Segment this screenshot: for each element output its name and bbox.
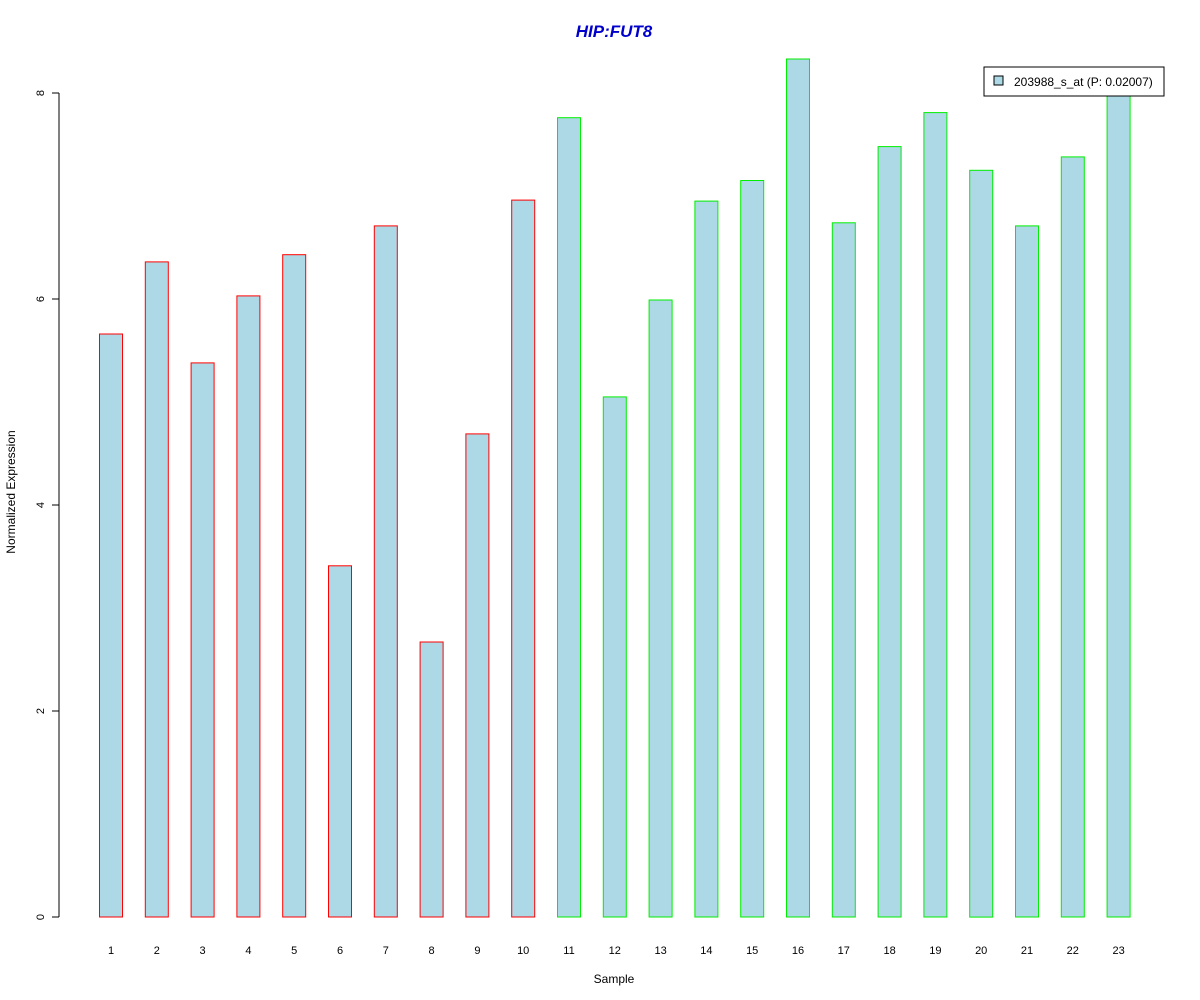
y-tick-label: 4: [35, 502, 47, 508]
legend-box: [983, 66, 1165, 97]
x-tick-label: 8: [429, 945, 435, 957]
y-axis: 0 2 4 6 8: [35, 90, 60, 920]
bar: [328, 565, 352, 918]
x-tick-label: 1: [108, 945, 114, 957]
x-tick-label: 21: [1021, 945, 1033, 957]
bar: [99, 333, 123, 918]
bar: [465, 433, 490, 918]
x-tick-label: 22: [1067, 945, 1079, 957]
x-tick-label: 10: [517, 945, 529, 957]
bar: [557, 117, 581, 918]
bar: [144, 261, 169, 918]
x-tick-label: 14: [700, 945, 712, 957]
x-tick-label: 17: [838, 945, 850, 957]
x-tick-label: 15: [746, 945, 758, 957]
bar: [648, 299, 673, 918]
bar: [923, 112, 948, 918]
bar: [969, 169, 994, 918]
x-tick-label: 11: [563, 945, 574, 957]
x-axis-label: Sample: [594, 972, 635, 986]
x-tick-label: 19: [929, 945, 941, 957]
x-tick-label: 13: [654, 945, 666, 957]
x-tick-label: 16: [792, 945, 804, 957]
bar: [602, 396, 627, 918]
legend-label: 203988_s_at (P: 0.02007): [1014, 75, 1153, 89]
bar: [236, 295, 261, 918]
x-tick-label: 7: [383, 945, 389, 957]
bar: [831, 222, 856, 918]
legend: 203988_s_at (P: 0.02007): [983, 66, 1165, 97]
bar: [190, 362, 215, 918]
y-axis-label: Normalized Expression: [4, 430, 18, 553]
y-tick-label: 8: [35, 90, 47, 96]
x-tick-label: 9: [474, 945, 480, 957]
bar: [1060, 156, 1085, 918]
bar: [877, 146, 902, 918]
bar: [786, 58, 810, 918]
bars-group: [99, 58, 1131, 918]
bar: [511, 199, 536, 918]
bar: [740, 180, 765, 918]
x-tick-label: 5: [291, 945, 297, 957]
x-tick-label: 20: [975, 945, 987, 957]
bar: [373, 225, 398, 918]
x-tick-label: 12: [609, 945, 621, 957]
bar: [419, 641, 444, 918]
x-tick-label: 6: [337, 945, 343, 957]
y-tick-label: 6: [35, 296, 47, 302]
x-tick-label: 4: [245, 945, 251, 957]
x-tick-label: 23: [1112, 945, 1124, 957]
chart-title: HIP:FUT8: [576, 22, 653, 41]
x-tick-label: 3: [200, 945, 206, 957]
y-tick-label: 0: [35, 914, 47, 920]
x-tick-label: 18: [883, 945, 895, 957]
bar: [1106, 92, 1131, 918]
x-tick-labels: 1 2 3 4 5 6 7 8 9 10 11 12 13 14 15 16 17 18 19 20 21 22 23: [108, 945, 1125, 957]
y-tick-label: 2: [35, 708, 47, 714]
x-tick-label: 2: [154, 945, 160, 957]
bar: [694, 200, 719, 918]
bar: [282, 254, 307, 918]
bar: [1015, 225, 1039, 918]
legend-swatch: [993, 75, 1004, 86]
